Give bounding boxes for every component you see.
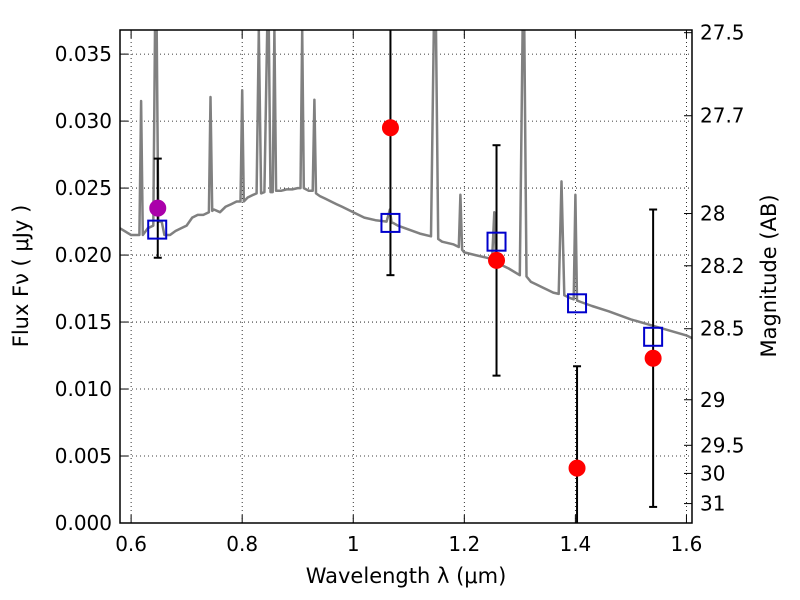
magnitude-tick-label: 28.5 xyxy=(700,317,745,341)
y-tick-label: 0.015 xyxy=(55,310,112,334)
y-axis-label: Flux Fν ( μJy ) xyxy=(9,205,33,348)
model-spectrum-line xyxy=(120,30,692,340)
y-tick-label: 0.020 xyxy=(55,243,112,267)
magnitude-axis-ticks: 27.5 27.7 28 28.2 28.5 29 29.5 30 31 xyxy=(684,21,745,516)
y-tick-label: 0.025 xyxy=(55,176,112,200)
model-point xyxy=(486,231,507,252)
y-tick-label: 0.035 xyxy=(55,42,112,66)
observed-point xyxy=(644,349,662,367)
magnitude-tick-label: 31 xyxy=(700,492,725,516)
magnitude-tick-label: 28 xyxy=(700,202,725,226)
magnitude-tick-label: 27.5 xyxy=(700,21,745,45)
magnitude-tick-label: 29 xyxy=(700,388,725,412)
model-point xyxy=(643,326,664,347)
y-tick-label: 0.000 xyxy=(55,511,112,535)
x-tick-label: 1.6 xyxy=(671,532,703,556)
observed-point xyxy=(568,459,586,477)
magnitude-axis-label: Magnitude (AB) xyxy=(757,194,781,357)
magnitude-tick-label: 27.7 xyxy=(700,104,745,128)
x-tick-label: 1 xyxy=(347,532,360,556)
model-point xyxy=(567,293,588,314)
model-spectrum-layer xyxy=(120,30,692,340)
y-tick-label: 0.010 xyxy=(55,377,112,401)
observed-points xyxy=(149,119,662,477)
magnitude-tick-label: 30 xyxy=(700,461,725,485)
observed-point xyxy=(488,251,506,269)
y-tick-label: 0.030 xyxy=(55,109,112,133)
plot-frame xyxy=(119,29,693,524)
magnitude-tick-label: 28.2 xyxy=(700,254,745,278)
observed-point xyxy=(149,199,167,217)
model-point xyxy=(380,212,401,233)
model-point xyxy=(147,219,168,240)
magnitude-tick-label: 29.5 xyxy=(700,433,745,457)
x-axis-ticks: 0.6 0.8 1 1.2 1.4 1.6 xyxy=(115,30,702,556)
y-tick-label: 0.005 xyxy=(55,444,112,468)
x-axis-label: Wavelength λ (μm) xyxy=(306,564,507,588)
observed-point xyxy=(381,119,399,137)
x-tick-label: 0.6 xyxy=(115,532,147,556)
x-tick-label: 1.4 xyxy=(559,532,591,556)
x-tick-label: 1.2 xyxy=(448,532,480,556)
x-tick-label: 0.8 xyxy=(226,532,258,556)
plot-area xyxy=(120,30,692,523)
y-axis-ticks: 0.000 0.005 0.010 0.015 0.020 0.025 0.030 0.035 xyxy=(55,42,128,535)
model-points xyxy=(147,212,664,347)
